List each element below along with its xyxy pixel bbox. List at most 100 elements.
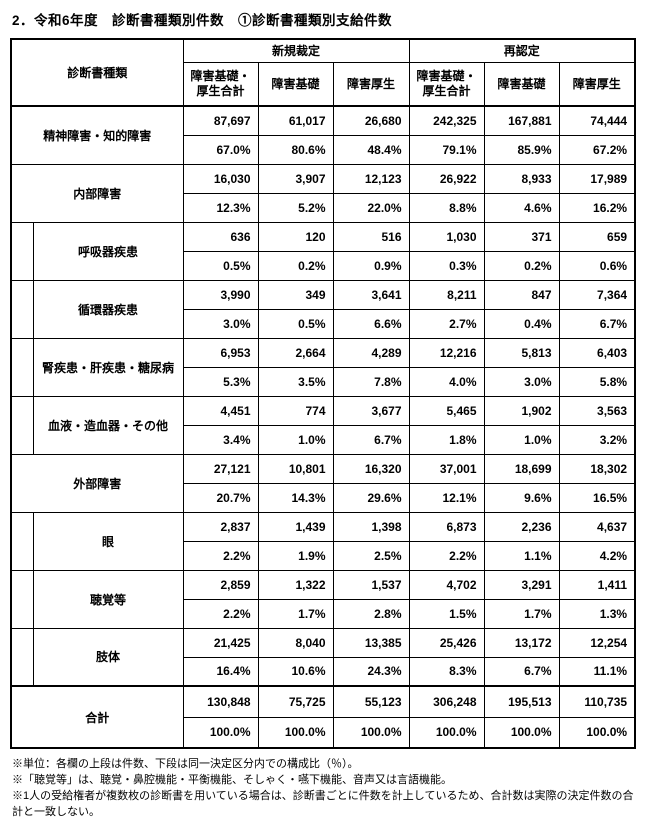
count-cell: 242,325	[408, 105, 485, 136]
count-cell: 16,030	[182, 163, 259, 194]
pct-cell: 12.1%	[408, 482, 485, 513]
pct-cell: 67.0%	[182, 134, 259, 165]
header-group-re: 再認定	[408, 38, 636, 63]
table-row-pct: 3.0% 0.5% 6.6% 2.7% 0.4% 6.7%	[11, 308, 636, 339]
count-cell: 1,537	[332, 569, 410, 600]
pct-cell: 3.5%	[257, 366, 334, 397]
count-cell: 4,289	[332, 337, 410, 368]
count-cell: 16,320	[332, 453, 410, 484]
count-cell: 636	[182, 221, 259, 252]
table-row: 肢体 21,425 8,040 13,385 25,426 13,172 12,…	[10, 627, 636, 687]
table-row: 外部障害 27,121 10,801 16,320 37,001 18,699 …	[10, 453, 636, 513]
row-label: 内部障害	[10, 163, 184, 223]
count-cell: 4,637	[558, 511, 636, 542]
pct-cell: 11.1%	[558, 656, 636, 687]
header-type: 診断書種類	[10, 38, 184, 107]
pct-cell: 1.3%	[558, 598, 636, 629]
count-cell: 27,121	[182, 453, 259, 484]
footnotes: ※単位：各欄の上段は件数、下段は同一決定区分内での構成比（％）。 ※「聴覚等」は…	[12, 757, 637, 821]
count-cell: 21,425	[182, 627, 259, 658]
count-cell: 3,990	[182, 279, 259, 310]
count-cell: 1,322	[257, 569, 334, 600]
pct-cell: 0.4%	[483, 308, 560, 339]
indent-cell	[10, 395, 34, 455]
pct-cell: 16.4%	[182, 656, 259, 687]
count-cell: 55,123	[332, 685, 410, 718]
count-cell: 2,837	[182, 511, 259, 542]
table-row-pct: 5.3% 3.5% 7.8% 4.0% 3.0% 5.8%	[11, 366, 636, 397]
certificate-type-table: 診断書種類 新規裁定 再認定 障害基礎・ 厚生合計 障害基礎 障害厚生 障害基礎・…	[10, 38, 637, 749]
count-cell: 8,933	[483, 163, 560, 194]
count-cell: 2,664	[257, 337, 334, 368]
count-cell: 87,697	[182, 105, 259, 136]
pct-cell: 2.8%	[332, 598, 410, 629]
pct-cell: 12.3%	[182, 192, 259, 223]
pct-cell: 0.5%	[182, 250, 259, 281]
pct-cell: 1.5%	[408, 598, 485, 629]
table-row-pct: 2.2% 1.7% 2.8% 1.5% 1.7% 1.3%	[11, 598, 636, 629]
pct-cell: 2.5%	[332, 540, 410, 571]
pct-cell: 1.0%	[257, 424, 334, 455]
pct-cell: 1.1%	[483, 540, 560, 571]
pct-cell: 80.6%	[257, 134, 334, 165]
pct-cell: 4.2%	[558, 540, 636, 571]
count-cell: 25,426	[408, 627, 485, 658]
pct-cell: 1.7%	[257, 598, 334, 629]
pct-cell: 29.6%	[332, 482, 410, 513]
header-re-kosei: 障害厚生	[558, 61, 636, 107]
header-new-kiso: 障害基礎	[257, 61, 334, 107]
row-label: 循環器疾患	[32, 279, 184, 339]
pct-cell: 7.8%	[332, 366, 410, 397]
pct-cell: 16.2%	[558, 192, 636, 223]
pct-cell: 48.4%	[332, 134, 410, 165]
pct-cell: 24.3%	[332, 656, 410, 687]
pct-cell: 6.7%	[558, 308, 636, 339]
pct-cell: 0.6%	[558, 250, 636, 281]
count-cell: 847	[483, 279, 560, 310]
row-label: 肢体	[32, 627, 184, 687]
row-label: 腎疾患・肝疾患・糖尿病	[32, 337, 184, 397]
pct-cell: 6.6%	[332, 308, 410, 339]
count-cell: 130,848	[182, 685, 259, 718]
pct-cell: 5.2%	[257, 192, 334, 223]
count-cell: 18,699	[483, 453, 560, 484]
table-row-pct: 12.3% 5.2% 22.0% 8.8% 4.6% 16.2%	[11, 192, 636, 223]
pct-cell: 2.2%	[182, 540, 259, 571]
indent-cell	[10, 511, 34, 571]
count-cell: 5,813	[483, 337, 560, 368]
count-cell: 167,881	[483, 105, 560, 136]
count-cell: 75,725	[257, 685, 334, 718]
table-row: 循環器疾患 3,990 349 3,641 8,211 847 7,364	[10, 279, 636, 339]
pct-cell: 9.6%	[483, 482, 560, 513]
count-cell: 2,236	[483, 511, 560, 542]
table-header: 診断書種類 新規裁定 再認定 障害基礎・ 厚生合計 障害基礎 障害厚生 障害基礎・…	[10, 38, 636, 107]
pct-cell: 100.0%	[408, 716, 485, 749]
count-cell: 37,001	[408, 453, 485, 484]
count-cell: 8,211	[408, 279, 485, 310]
count-cell: 3,641	[332, 279, 410, 310]
count-cell: 6,873	[408, 511, 485, 542]
pct-cell: 14.3%	[257, 482, 334, 513]
pct-cell: 100.0%	[182, 716, 259, 749]
row-label: 眼	[32, 511, 184, 571]
count-cell: 2,859	[182, 569, 259, 600]
header-re-kiso: 障害基礎	[483, 61, 560, 107]
pct-cell: 100.0%	[332, 716, 410, 749]
pct-cell: 0.9%	[332, 250, 410, 281]
count-cell: 13,172	[483, 627, 560, 658]
count-cell: 195,513	[483, 685, 560, 718]
count-cell: 61,017	[257, 105, 334, 136]
pct-cell: 1.0%	[483, 424, 560, 455]
row-label: 外部障害	[10, 453, 184, 513]
count-cell: 6,403	[558, 337, 636, 368]
count-cell: 516	[332, 221, 410, 252]
count-cell: 349	[257, 279, 334, 310]
pct-cell: 79.1%	[408, 134, 485, 165]
pct-cell: 8.8%	[408, 192, 485, 223]
count-cell: 371	[483, 221, 560, 252]
count-cell: 659	[558, 221, 636, 252]
count-cell: 13,385	[332, 627, 410, 658]
pct-cell: 3.0%	[483, 366, 560, 397]
count-cell: 4,451	[182, 395, 259, 426]
count-cell: 10,801	[257, 453, 334, 484]
